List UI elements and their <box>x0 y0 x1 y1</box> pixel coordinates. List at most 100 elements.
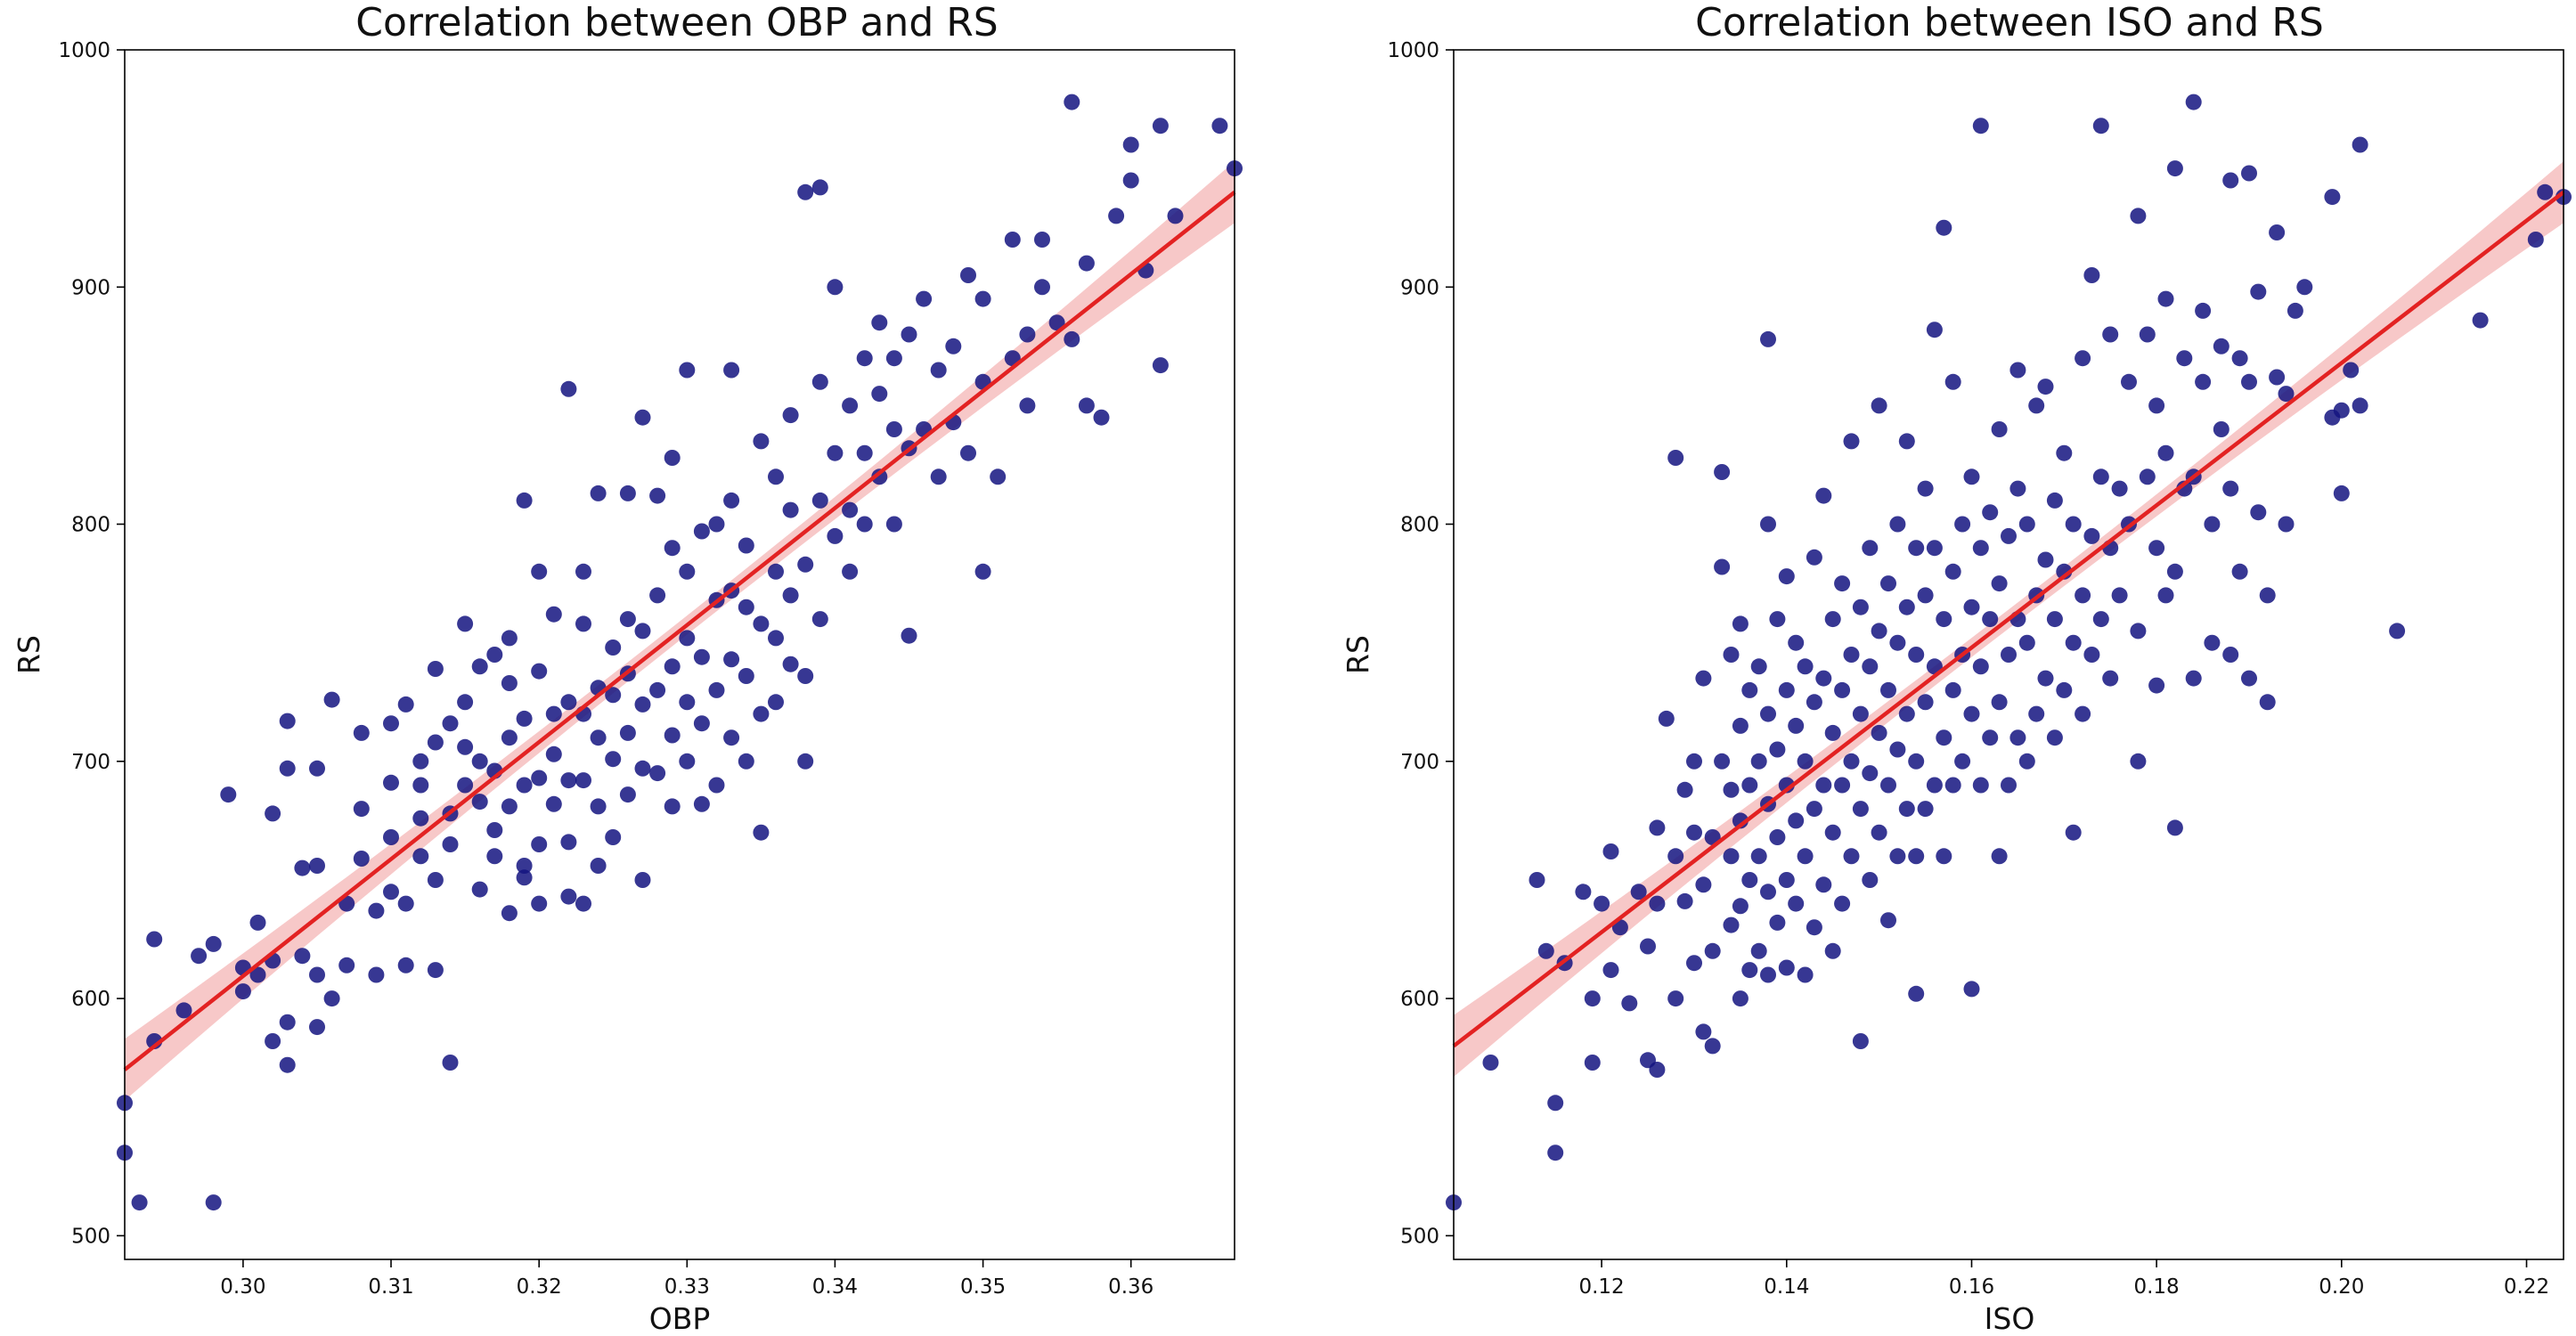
scatter-point <box>1769 914 1786 931</box>
scatter-point <box>265 805 281 822</box>
scatter-point <box>383 774 399 791</box>
scatter-point <box>1944 777 1961 794</box>
scatter-point <box>1630 884 1647 900</box>
scatter-point <box>930 468 947 485</box>
scatter-point <box>1991 421 2008 437</box>
scatter-point <box>1824 942 1841 959</box>
scatter-point <box>2195 373 2212 390</box>
scatter-point <box>323 691 340 708</box>
scatter-point <box>560 694 577 711</box>
x-tick-label: 0.34 <box>812 1275 858 1299</box>
scatter-point <box>1797 848 1814 865</box>
scatter-point <box>2250 283 2267 300</box>
scatter-point <box>2269 369 2286 386</box>
scatter-point <box>501 630 518 647</box>
scatter-point <box>560 834 577 851</box>
scatter-point <box>1862 765 1879 782</box>
scatter-point <box>1889 741 1906 758</box>
scatter-point <box>501 798 518 815</box>
scatter-point <box>2185 94 2202 110</box>
scatter-point <box>2092 611 2109 628</box>
scatter-point <box>960 267 976 283</box>
scatter-point <box>1019 397 1036 414</box>
y-tick-label: 1000 <box>58 39 110 62</box>
scatter-point <box>2204 516 2221 533</box>
scatter-point <box>2121 373 2137 390</box>
scatter-point <box>397 957 414 973</box>
scatter-point <box>590 858 607 874</box>
scatter-point <box>1806 549 1822 566</box>
scatter-point <box>1152 357 1169 374</box>
scatter-point <box>693 523 710 540</box>
regression-line-obp <box>123 191 1236 1071</box>
scatter-point <box>427 872 444 888</box>
scatter-point <box>397 895 414 912</box>
scatter-point <box>531 770 548 786</box>
scatter-point <box>2009 362 2026 379</box>
scatter-point <box>945 338 962 354</box>
x-axis-ticks-obp: 0.30 0.31 0.32 0.33 0.34 0.35 0.36 <box>220 1259 1153 1299</box>
scatter-point <box>2213 421 2230 437</box>
scatter-point <box>768 630 784 647</box>
scatter-point <box>2241 670 2257 687</box>
scatter-point <box>856 516 873 533</box>
scatter-point <box>649 487 666 504</box>
scatter-point <box>1667 450 1684 466</box>
scatter-point <box>634 696 651 713</box>
scatter-point <box>2037 379 2054 395</box>
scatter-point <box>2001 527 2017 544</box>
scatter-point <box>516 869 533 886</box>
scatter-point <box>1760 705 1776 722</box>
scatter-point <box>1908 647 1925 663</box>
scatter-point <box>2018 516 2035 533</box>
scatter-point <box>1602 843 1619 859</box>
scatter-point <box>1889 516 1906 533</box>
scatter-point <box>2204 634 2221 651</box>
scatter-point <box>2222 480 2239 497</box>
scatter-point <box>545 795 562 812</box>
scatter-point <box>619 786 636 803</box>
scatter-point <box>2148 677 2165 694</box>
scatter-point <box>486 647 503 663</box>
scatter-point <box>1824 611 1841 628</box>
scatter-point <box>131 1194 148 1211</box>
scatter-point <box>1972 540 1989 557</box>
scatter-point <box>2001 647 2017 663</box>
scatter-point <box>634 760 651 777</box>
scatter-point <box>1676 892 1693 909</box>
scatter-point <box>1714 464 1731 480</box>
y-tick-label: 900 <box>1400 276 1439 299</box>
scatter-point <box>1594 895 1610 912</box>
scatter-point <box>1750 848 1767 865</box>
scatter-point <box>2166 819 2183 836</box>
y-axis-label-iso: RS <box>1341 635 1375 674</box>
scatter-point <box>1871 824 1887 841</box>
scatter-point <box>175 1002 192 1019</box>
scatter-point <box>545 745 562 762</box>
scatter-point <box>1695 876 1712 893</box>
scatter-point <box>531 895 548 912</box>
scatter-point <box>768 563 784 580</box>
scatter-point <box>309 760 325 777</box>
scatter-point <box>1871 724 1887 741</box>
scatter-point <box>457 694 474 711</box>
scatter-point <box>974 563 991 580</box>
scatter-point <box>768 468 784 485</box>
scatter-point <box>1898 801 1915 818</box>
y-tick-label: 900 <box>71 276 110 299</box>
scatter-point <box>2046 492 2063 509</box>
scatter-point <box>605 751 622 768</box>
scatter-point <box>1695 1023 1712 1040</box>
scatter-point <box>1797 658 1814 675</box>
scatter-point <box>842 501 859 518</box>
y-tick-label: 700 <box>1400 751 1439 774</box>
scatter-point <box>1649 1062 1666 1078</box>
scatter-point <box>2075 705 2091 722</box>
scatter-point <box>605 687 622 704</box>
scatter-point <box>649 681 666 698</box>
scatter-point <box>2102 326 2119 343</box>
y-axis-label-obp: RS <box>12 635 46 674</box>
scatter-point <box>1954 753 1971 770</box>
scatter-point <box>2139 326 2156 343</box>
scatter-point <box>1584 1055 1601 1071</box>
